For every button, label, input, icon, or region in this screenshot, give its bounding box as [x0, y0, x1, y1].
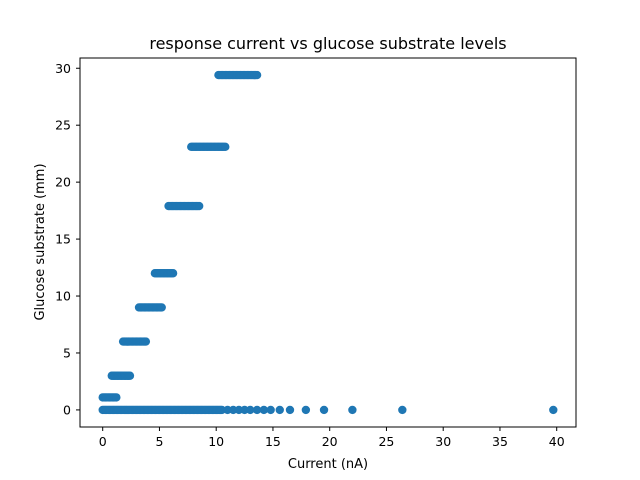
y-tick-label-20: 20 — [55, 175, 71, 190]
data-point-54 — [221, 142, 230, 152]
data-point-128 — [141, 337, 151, 346]
x-tick-label-10: 10 — [208, 434, 224, 449]
data-point-251 — [275, 405, 284, 415]
data-point-254 — [319, 405, 329, 415]
plot-frame — [79, 57, 577, 428]
data-points — [98, 70, 558, 415]
data-point-153 — [112, 393, 121, 402]
x-tick-label-30: 30 — [435, 434, 451, 449]
x-tick-label-5: 5 — [155, 434, 163, 449]
data-point-110 — [157, 303, 166, 312]
x-axis-label: Current (nA) — [288, 457, 368, 472]
y-tick-label-30: 30 — [55, 61, 71, 76]
data-point-255 — [348, 405, 357, 415]
data-point-256 — [398, 405, 407, 415]
data-point-257 — [549, 405, 558, 415]
y-tick-label-10: 10 — [55, 289, 71, 304]
x-tick-label-0: 0 — [99, 434, 107, 449]
y-axis-ticks: 0 5 10 15 20 25 30 — [55, 61, 80, 417]
y-axis-label: Glucose substrate (mm) — [33, 163, 48, 320]
x-tick-label-20: 20 — [322, 434, 338, 449]
x-tick-label-40: 40 — [549, 434, 565, 449]
data-point-78 — [194, 201, 204, 211]
y-tick-label-15: 15 — [55, 232, 71, 247]
y-tick-label-25: 25 — [55, 118, 71, 133]
data-point-249 — [259, 405, 269, 415]
data-point-247 — [246, 405, 255, 415]
data-point-252 — [285, 405, 295, 415]
data-point-250 — [266, 405, 275, 415]
y-tick-label-5: 5 — [63, 345, 71, 360]
data-point-92 — [168, 269, 178, 278]
data-point-253 — [301, 405, 311, 415]
data-point-248 — [252, 405, 262, 415]
y-tick-label-0: 0 — [63, 402, 71, 417]
x-tick-label-35: 35 — [492, 434, 508, 449]
x-tick-label-25: 25 — [378, 434, 394, 449]
x-tick-label-15: 15 — [265, 434, 281, 449]
x-axis-ticks: 0 5 10 15 20 25 30 35 40 — [99, 427, 565, 449]
data-point-28 — [252, 70, 262, 80]
data-point-142 — [125, 371, 135, 380]
chart-title: response current vs glucose substrate le… — [149, 34, 506, 53]
